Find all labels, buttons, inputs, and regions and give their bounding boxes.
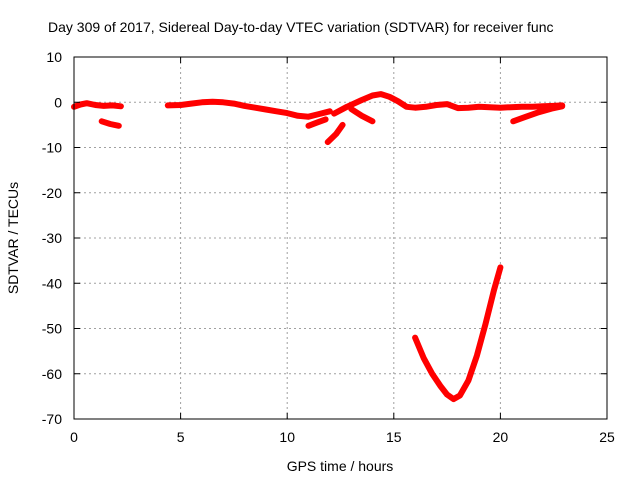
y-tick-label: 0 [54,94,62,110]
y-axis-label: SDTVAR / TECUs [5,182,21,294]
series-group [71,91,566,403]
series-seg-e [324,121,346,146]
y-tick-label: -40 [42,275,62,291]
series-seg-h [510,103,566,125]
y-tick-label: -50 [42,321,62,337]
x-tick-label: 0 [70,429,78,445]
x-axis-label: GPS time / hours [287,458,394,474]
series-seg-c [164,98,333,120]
x-tick-label: 10 [279,429,295,445]
grid [74,57,607,419]
axes: 0 5 10 15 20 25 10 0 -10 -20 -30 -40 -50 -60 -70 [42,49,615,445]
y-tick-label: -20 [42,185,62,201]
x-tick-label: 25 [599,429,615,445]
series-seg-g [348,106,376,125]
y-tick-label: -30 [42,230,62,246]
series-seg-f [331,91,566,117]
y-tick-label: -10 [42,140,62,156]
series-seg-d [305,116,329,129]
x-tick-label: 20 [493,429,509,445]
x-tick-label: 5 [177,429,185,445]
x-tick-label: 15 [386,429,402,445]
series-seg-v [412,264,504,403]
y-tick-label: -70 [42,411,62,427]
y-tick-label: -60 [42,366,62,382]
chart-title: Day 309 of 2017, Sidereal Day-to-day VTE… [48,19,554,35]
y-tick-label: 10 [46,49,62,65]
series-seg-a [71,100,124,110]
series-seg-b [98,118,122,129]
